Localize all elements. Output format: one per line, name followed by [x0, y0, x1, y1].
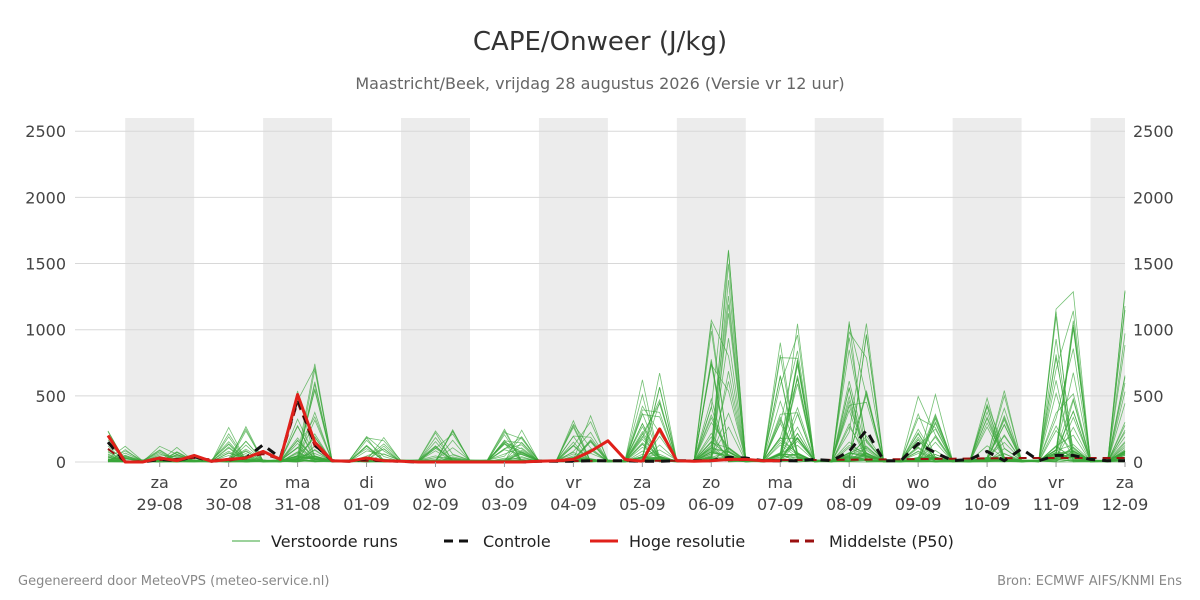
y-tick-label: 2000: [25, 188, 66, 207]
x-tick-day: wo: [424, 473, 447, 492]
x-tick-day: wo: [907, 473, 930, 492]
x-tick-day: di: [359, 473, 374, 492]
y-tick-label: 1000: [1133, 321, 1174, 340]
y-tick-label: 2000: [1133, 188, 1174, 207]
x-tick-date: 11-09: [1033, 495, 1080, 514]
series-line-controle: [106, 397, 1125, 464]
x-tick-date: 08-09: [826, 495, 873, 514]
x-tick-date: 12-09: [1102, 495, 1149, 514]
y-tick-label: 0: [1133, 453, 1143, 472]
x-tick-date: 02-09: [412, 495, 459, 514]
chart-title: CAPE/Onweer (J/kg): [473, 27, 727, 57]
footer-left: Gegenereerd door MeteoVPS (meteo-service…: [18, 574, 329, 589]
chart-subtitle: Maastricht/Beek, vrijdag 28 augustus 202…: [355, 74, 844, 93]
x-tick-day: zo: [220, 473, 238, 492]
x-tick-day: di: [842, 473, 857, 492]
x-axis: za 29-08 zo 30-08 ma 31-08 di 01-09 wo 02-09 do 03-…: [136, 462, 1148, 514]
night-band: [676, 118, 746, 462]
legend-label: Hoge resolutie: [629, 532, 745, 551]
x-tick-date: 03-09: [481, 495, 528, 514]
night-band: [125, 118, 195, 462]
x-tick-date: 10-09: [964, 495, 1011, 514]
night-bands: [125, 118, 1125, 462]
x-tick-day: za: [633, 473, 651, 492]
x-tick-day: za: [1116, 473, 1134, 492]
night-band: [538, 118, 608, 462]
y-tick-label: 500: [1133, 387, 1164, 406]
x-tick-date: 29-08: [136, 495, 183, 514]
night-band: [814, 118, 884, 462]
y-tick-label: 500: [35, 387, 66, 406]
y-tick-label: 1500: [25, 255, 66, 274]
y-tick-label: 1000: [25, 321, 66, 340]
main-series: [106, 393, 1125, 464]
x-tick-day: ma: [768, 473, 793, 492]
series-line-hoge-resolutie: [106, 393, 781, 464]
y-axis-right: 0 500 1000 1500 2000 2500: [1133, 122, 1174, 472]
x-tick-date: 31-08: [274, 495, 321, 514]
y-tick-label: 1500: [1133, 255, 1174, 274]
x-tick-day: ma: [285, 473, 310, 492]
legend-label: Controle: [483, 532, 551, 551]
x-tick-date: 01-09: [343, 495, 390, 514]
night-band: [401, 118, 470, 462]
y-tick-label: 2500: [1133, 122, 1174, 141]
y-tick-label: 2500: [25, 122, 66, 141]
x-tick-day: vr: [1048, 473, 1064, 492]
x-tick-day: do: [977, 473, 997, 492]
legend-label: Verstoorde runs: [271, 532, 398, 551]
x-tick-date: 04-09: [550, 495, 597, 514]
night-band: [952, 118, 1022, 462]
legend-label: Middelste (P50): [829, 532, 954, 551]
y-tick-label: 0: [56, 453, 66, 472]
night-band: [1090, 118, 1125, 462]
x-tick-date: 06-09: [688, 495, 735, 514]
x-tick-date: 05-09: [619, 495, 666, 514]
x-tick-day: vr: [565, 473, 581, 492]
x-tick-day: za: [151, 473, 169, 492]
x-tick-day: do: [494, 473, 514, 492]
night-band: [263, 118, 333, 462]
x-tick-date: 30-08: [205, 495, 252, 514]
legend: Verstoorde runs Controle Hoge resolutie Mid…: [232, 532, 954, 551]
x-tick-date: 09-09: [895, 495, 942, 514]
x-tick-date: 07-09: [757, 495, 804, 514]
footer-right: Bron: ECMWF AIFS/KNMI Ens: [997, 574, 1182, 589]
x-tick-day: zo: [702, 473, 720, 492]
y-axis-left: 0 500 1000 1500 2000 2500: [25, 122, 66, 472]
